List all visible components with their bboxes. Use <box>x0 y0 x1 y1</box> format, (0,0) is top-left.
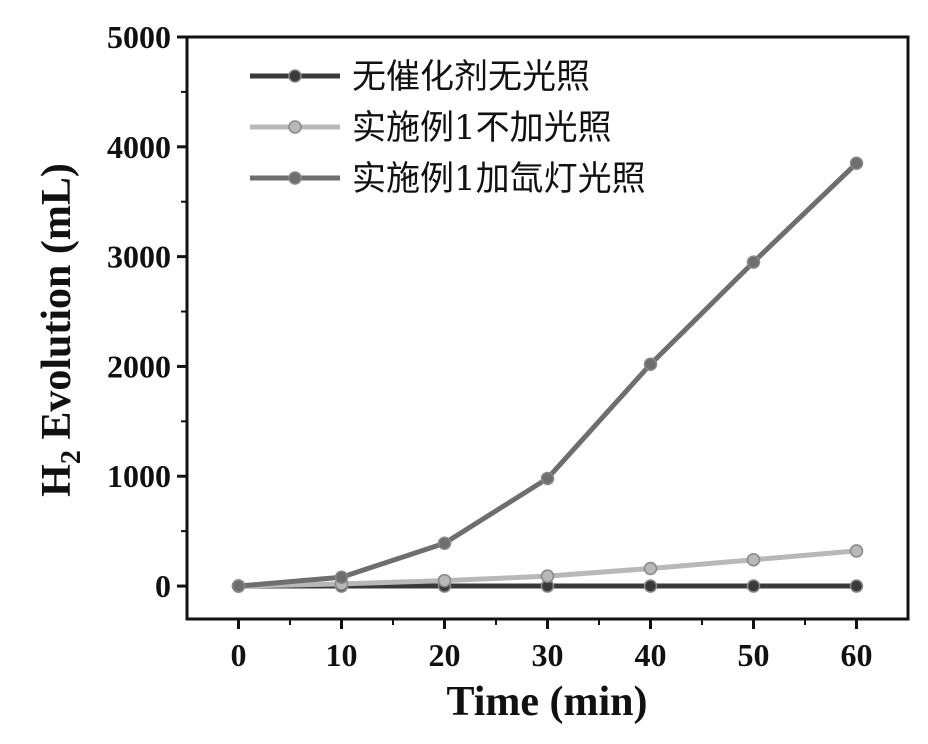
series-1-point-4 <box>643 561 658 576</box>
series-1-point-2 <box>437 573 452 588</box>
series-2-point-1 <box>334 570 349 585</box>
series-2-line <box>238 161 859 589</box>
series-2-point-0 <box>231 579 246 593</box>
legend-entry-1: 实施例1不加光照 <box>250 108 612 148</box>
x-tick-label-1: 10 <box>326 637 358 673</box>
series-1-point-3 <box>540 569 555 583</box>
series-layer <box>231 156 864 593</box>
y-tick-label-3: 3000 <box>107 239 171 275</box>
legend-label-0: 无催化剂无光照 <box>352 57 590 97</box>
y-axis-title: H2 Evolution (mL) <box>34 163 87 497</box>
series-2-point-6 <box>849 156 864 171</box>
y-tick-label-5: 5000 <box>107 19 171 55</box>
legend-entry-2: 实施例1加氙灯光照 <box>250 159 646 199</box>
axis-ticks: 0 10 20 30 40 50 60 0 1000 2000 3000 4000 5000 <box>107 19 873 673</box>
y-axis-title-subscript: 2 <box>56 450 87 464</box>
legend-entry-0: 无催化剂无光照 <box>250 57 590 97</box>
series-2-point-3 <box>540 471 555 486</box>
legend-swatch-marker-2 <box>288 171 302 185</box>
series-2 <box>231 156 864 593</box>
series-0-point-6 <box>849 579 864 593</box>
series-2-point-2 <box>437 536 452 550</box>
x-axis-title: Time (min) <box>446 679 647 725</box>
series-2-point-4 <box>643 357 658 371</box>
x-tick-label-3: 30 <box>532 637 564 673</box>
x-tick-label-5: 50 <box>738 637 770 673</box>
series-1-point-5 <box>746 552 761 567</box>
legend-label-2: 实施例1加氙灯光照 <box>352 159 646 199</box>
series-2-point-5 <box>746 255 761 269</box>
y-axis-title-main: H <box>34 464 80 497</box>
x-tick-label-4: 40 <box>635 637 667 673</box>
series-1-point-6 <box>849 544 864 558</box>
x-tick-label-0: 0 <box>231 637 247 673</box>
legend-swatch-marker-0 <box>288 69 302 83</box>
y-axis-title-rest: Evolution (mL) <box>34 163 80 450</box>
series-0-point-4 <box>643 579 658 593</box>
legend-label-1: 实施例1不加光照 <box>352 108 612 148</box>
y-tick-label-1: 1000 <box>107 458 171 494</box>
legend-swatch-marker-1 <box>288 120 302 134</box>
y-tick-label-2: 2000 <box>107 348 171 384</box>
series-0-point-5 <box>746 579 761 593</box>
x-tick-label-6: 60 <box>841 637 873 673</box>
y-tick-label-0: 0 <box>155 568 171 604</box>
y-tick-label-4: 4000 <box>107 129 171 165</box>
x-tick-label-2: 20 <box>429 637 461 673</box>
